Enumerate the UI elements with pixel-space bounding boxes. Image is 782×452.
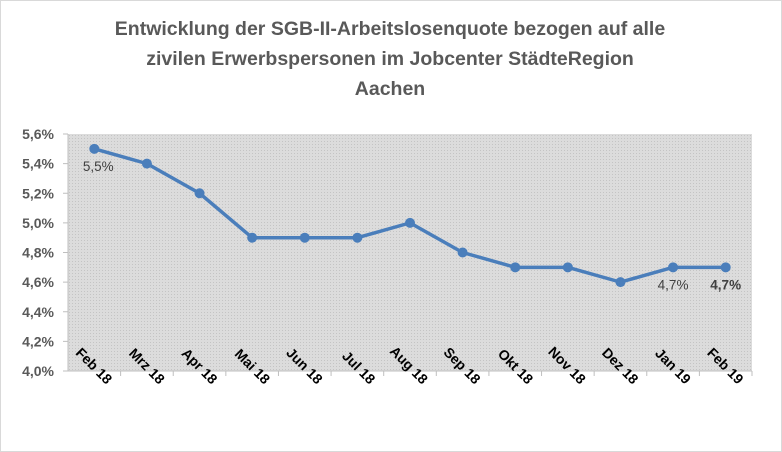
data-point bbox=[720, 262, 731, 273]
title-line: Aachen bbox=[354, 78, 426, 100]
data-point bbox=[141, 158, 152, 169]
y-tick-label: 5,4% bbox=[22, 156, 54, 172]
title-line: zivilen Erwerbspersonen im Jobcenter Stä… bbox=[146, 48, 634, 70]
y-tick-label: 5,2% bbox=[22, 185, 54, 201]
data-point bbox=[668, 262, 679, 273]
y-tick-label: 4,8% bbox=[22, 245, 54, 261]
data-point bbox=[615, 277, 626, 288]
data-point bbox=[457, 247, 468, 258]
y-tick-label: 4,4% bbox=[22, 304, 54, 320]
plot-area bbox=[68, 134, 752, 371]
data-point bbox=[247, 232, 258, 243]
data-point bbox=[194, 188, 205, 199]
y-tick-label: 4,6% bbox=[22, 274, 54, 290]
y-tick-label: 5,0% bbox=[22, 215, 54, 231]
data-label: 5,5% bbox=[83, 159, 114, 174]
data-label: 4,7% bbox=[710, 277, 741, 292]
data-point bbox=[352, 232, 363, 243]
data-point bbox=[299, 232, 310, 243]
title-line: Entwicklung der SGB-II-Arbeitslosenquote… bbox=[114, 18, 666, 40]
data-point bbox=[405, 217, 415, 228]
y-tick-label: 5,6% bbox=[22, 126, 54, 142]
data-point bbox=[89, 143, 100, 154]
chart-title: Entwicklung der SGB-II-Arbeitslosenquote… bbox=[40, 14, 740, 104]
y-tick-label: 4,0% bbox=[22, 363, 54, 379]
data-point bbox=[562, 262, 573, 273]
data-point bbox=[510, 262, 521, 273]
y-tick-label: 4,2% bbox=[22, 333, 54, 349]
data-label: 4,7% bbox=[658, 277, 689, 292]
